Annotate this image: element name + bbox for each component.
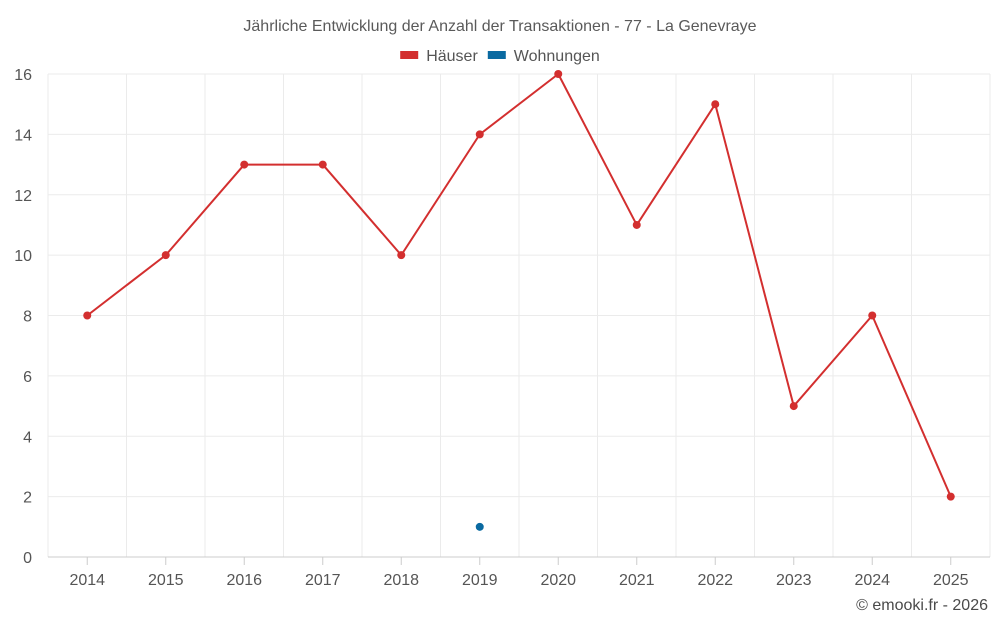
- y-tick-label: 8: [23, 309, 32, 326]
- x-tick-label: 2025: [933, 572, 969, 589]
- data-point-h-user: [946, 492, 955, 501]
- y-tick-label: 16: [14, 67, 32, 84]
- y-tick-label: 6: [23, 369, 32, 386]
- data-point-wohnungen: [475, 522, 484, 531]
- y-tick-label: 14: [14, 127, 32, 144]
- data-point-h-user: [83, 311, 92, 320]
- x-tick-label: 2017: [305, 572, 341, 589]
- x-tick-label: 2016: [226, 572, 262, 589]
- x-tick-label: 2018: [383, 572, 419, 589]
- y-tick-label: 0: [23, 550, 32, 567]
- y-tick-label: 12: [14, 188, 32, 205]
- grid: [47, 73, 991, 557]
- series-layer: [83, 70, 955, 531]
- data-point-h-user: [475, 130, 484, 139]
- x-tick-label: 2020: [540, 572, 576, 589]
- data-point-h-user: [240, 160, 249, 169]
- legend-swatch: [400, 51, 419, 59]
- data-point-h-user: [554, 70, 563, 78]
- legend-swatch: [487, 51, 506, 59]
- x-tick-label: 2019: [462, 572, 498, 589]
- legend-label: Häuser: [426, 48, 478, 65]
- y-tick-label: 2: [23, 490, 32, 507]
- chart-title: Jährliche Entwicklung der Anzahl der Tra…: [243, 18, 756, 35]
- x-tick-label: 2024: [854, 572, 890, 589]
- data-point-h-user: [868, 311, 877, 320]
- data-point-h-user: [318, 160, 327, 169]
- data-point-h-user: [789, 402, 798, 411]
- x-tick-label: 2021: [619, 572, 655, 589]
- data-point-h-user: [632, 220, 641, 229]
- x-tick-label: 2022: [697, 572, 733, 589]
- data-point-h-user: [711, 100, 720, 109]
- data-point-h-user: [161, 251, 170, 260]
- credit: © emooki.fr - 2026: [856, 597, 988, 614]
- series-line-h-user: [86, 73, 952, 498]
- legend: Häuser Wohnungen: [400, 48, 600, 65]
- axes: 0 2 4 6 8 10 12 14 16 2014 2015 2016 2017 2018 2019 202…: [14, 67, 990, 589]
- x-tick-label: 2015: [148, 572, 184, 589]
- data-point-h-user: [397, 251, 406, 260]
- x-tick-label: 2023: [776, 572, 812, 589]
- x-tick-label: 2014: [69, 572, 105, 589]
- y-tick-label: 10: [14, 248, 32, 265]
- legend-label: Wohnungen: [514, 48, 600, 65]
- y-tick-label: 4: [23, 429, 32, 446]
